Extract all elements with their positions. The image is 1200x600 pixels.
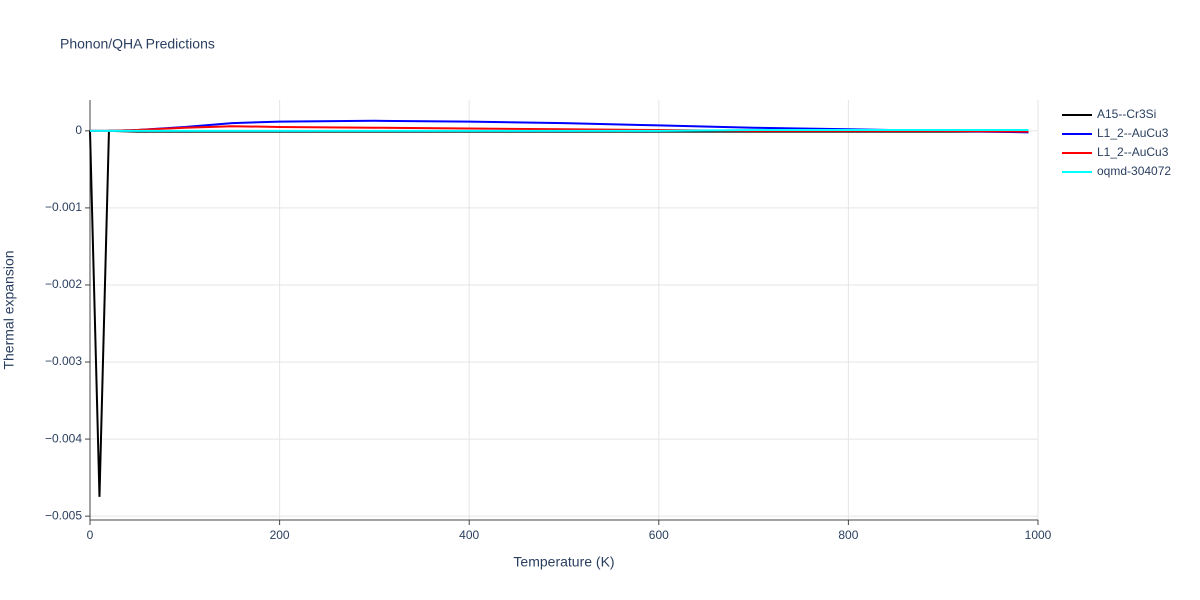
x-tick-label: 200 (270, 528, 290, 542)
x-tick-label: 400 (459, 528, 479, 542)
chart-title: Phonon/QHA Predictions (60, 36, 215, 52)
legend-label: oqmd-304072 (1097, 164, 1171, 178)
y-axis-title: Thermal expansion (1, 250, 17, 369)
x-axis-title: Temperature (K) (513, 554, 614, 570)
legend-label: L1_2--AuCu3 (1097, 145, 1169, 159)
y-tick-label: −0.005 (45, 508, 82, 522)
y-tick-label: −0.001 (45, 200, 82, 214)
y-tick-label: −0.002 (45, 277, 82, 291)
x-tick-label: 600 (649, 528, 669, 542)
legend-label: L1_2--AuCu3 (1097, 126, 1169, 140)
y-tick-label: 0 (75, 123, 82, 137)
line (90, 129, 1029, 132)
x-tick-label: 1000 (1025, 528, 1052, 542)
legend-label: A15--Cr3Si (1097, 107, 1156, 121)
line (89, 129, 1029, 497)
x-tick-label: 0 (87, 528, 94, 542)
y-tick-label: −0.003 (45, 354, 82, 368)
y-tick-label: −0.004 (45, 431, 82, 445)
x-tick-label: 800 (838, 528, 858, 542)
